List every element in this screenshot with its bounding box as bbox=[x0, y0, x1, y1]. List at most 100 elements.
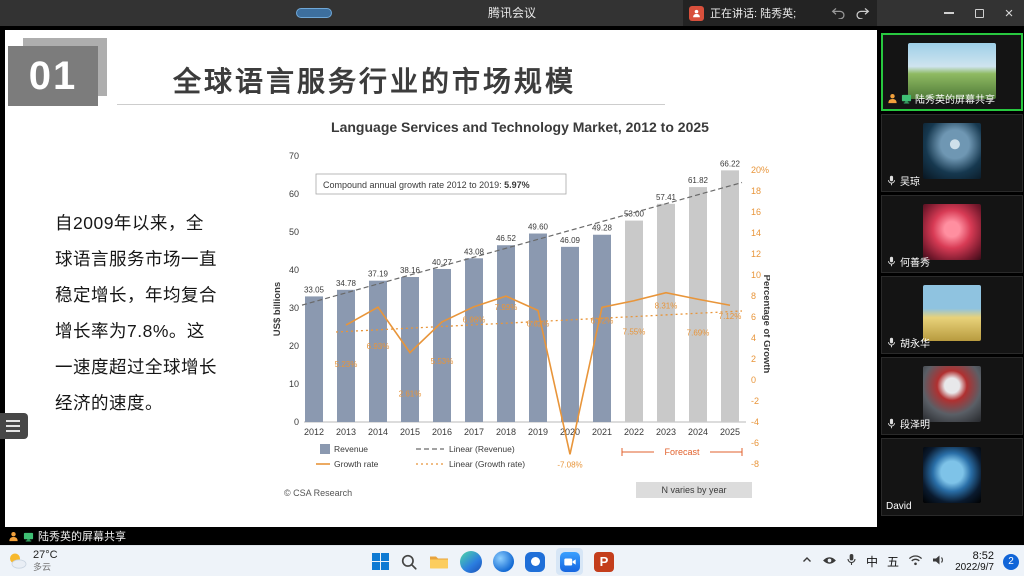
svg-text:61.82: 61.82 bbox=[688, 176, 709, 185]
minimize-button[interactable] bbox=[934, 0, 964, 26]
svg-text:Linear (Revenue): Linear (Revenue) bbox=[449, 444, 515, 454]
participant-label: 何善秀 bbox=[886, 254, 930, 269]
participant-video-thumbnail bbox=[908, 43, 996, 99]
svg-text:2020: 2020 bbox=[560, 427, 580, 437]
svg-text:49.28: 49.28 bbox=[592, 224, 613, 233]
svg-text:12: 12 bbox=[751, 249, 761, 259]
svg-text:2013: 2013 bbox=[336, 427, 356, 437]
svg-text:Language Services and Technolo: Language Services and Technology Market,… bbox=[331, 119, 709, 135]
edge-button[interactable] bbox=[460, 550, 482, 573]
participant-tile[interactable]: 吴琼 bbox=[881, 114, 1023, 192]
chevron-up-icon bbox=[803, 556, 812, 562]
svg-text:6: 6 bbox=[751, 312, 756, 322]
meeting-app-button[interactable] bbox=[556, 548, 583, 575]
svg-text:46.09: 46.09 bbox=[560, 236, 581, 245]
body-line: 一速度超过全球增长 bbox=[55, 357, 217, 377]
svg-text:43.08: 43.08 bbox=[464, 247, 485, 256]
svg-text:18: 18 bbox=[751, 186, 761, 196]
svg-text:2019: 2019 bbox=[528, 427, 548, 437]
participant-video-thumbnail bbox=[923, 447, 981, 503]
taskbar: 27°C 多云 bbox=[0, 545, 1024, 576]
folder-icon bbox=[430, 556, 448, 569]
eye-icon bbox=[823, 556, 836, 564]
speaking-banner: 正在讲话: 陆秀英; bbox=[683, 0, 877, 26]
tray-mic-button[interactable] bbox=[846, 553, 857, 571]
svg-text:20%: 20% bbox=[751, 165, 769, 175]
messenger-button[interactable] bbox=[525, 551, 545, 572]
svg-text:33.05: 33.05 bbox=[304, 285, 325, 294]
volume-icon bbox=[933, 555, 944, 564]
svg-text:20: 20 bbox=[289, 341, 299, 351]
ime-language-indicator[interactable]: 中 bbox=[866, 555, 879, 569]
close-button[interactable]: × bbox=[1004, 4, 1014, 22]
svg-text:2018: 2018 bbox=[496, 427, 516, 437]
participant-tile[interactable]: 陆秀英的屏幕共享 bbox=[881, 33, 1023, 111]
participant-tile[interactable]: 何善秀 bbox=[881, 195, 1023, 273]
forward-arrow-icon[interactable] bbox=[853, 4, 871, 22]
svg-text:2.61%: 2.61% bbox=[399, 390, 422, 399]
svg-text:-8: -8 bbox=[751, 459, 759, 469]
svg-text:60: 60 bbox=[289, 189, 299, 199]
docked-meeting-pill[interactable] bbox=[296, 8, 332, 18]
svg-text:50: 50 bbox=[289, 227, 299, 237]
participant-name: 胡永华 bbox=[900, 339, 930, 350]
ime-mode-indicator[interactable]: 五 bbox=[887, 555, 900, 569]
participant-video-thumbnail bbox=[923, 204, 981, 260]
wifi-button[interactable] bbox=[908, 553, 923, 571]
notification-badge[interactable]: 2 bbox=[1003, 553, 1019, 570]
participant-label: 段泽明 bbox=[886, 416, 930, 431]
taskbar-clock[interactable]: 8:52 2022/9/7 bbox=[955, 550, 994, 573]
edge-icon bbox=[460, 550, 482, 573]
browser-button[interactable] bbox=[493, 551, 514, 572]
back-arrow-icon[interactable] bbox=[829, 4, 847, 22]
weather-widget[interactable]: 27°C 多云 bbox=[6, 549, 58, 573]
participant-name: 何善秀 bbox=[900, 258, 930, 269]
participant-tile[interactable]: 胡永华 bbox=[881, 276, 1023, 354]
svg-text:-7.08%: -7.08% bbox=[557, 460, 582, 469]
participant-tile[interactable]: David bbox=[881, 438, 1023, 516]
start-button[interactable] bbox=[372, 553, 389, 570]
svg-text:7.99%: 7.99% bbox=[495, 303, 518, 312]
mic-icon bbox=[886, 256, 897, 267]
collapsed-toolbar[interactable] bbox=[0, 413, 28, 439]
svg-text:-4: -4 bbox=[751, 417, 759, 427]
participant-tile[interactable]: 段泽明 bbox=[881, 357, 1023, 435]
svg-text:© CSA Research: © CSA Research bbox=[284, 488, 352, 498]
participant-video-thumbnail bbox=[923, 123, 981, 179]
svg-text:57.41: 57.41 bbox=[656, 193, 677, 202]
svg-text:6.92%: 6.92% bbox=[591, 316, 614, 325]
mic-icon bbox=[886, 418, 897, 429]
participant-name: David bbox=[886, 501, 912, 512]
svg-text:14: 14 bbox=[751, 228, 761, 238]
market-chart: Language Services and Technology Market,… bbox=[272, 119, 770, 498]
file-explorer-button[interactable] bbox=[429, 553, 449, 570]
svg-text:4: 4 bbox=[751, 333, 756, 343]
svg-text:40: 40 bbox=[289, 265, 299, 275]
sun-cloud-icon bbox=[10, 553, 27, 569]
powerpoint-button[interactable]: P bbox=[594, 551, 614, 572]
svg-text:2014: 2014 bbox=[368, 427, 388, 437]
tray-eye-button[interactable] bbox=[822, 553, 837, 571]
svg-text:10: 10 bbox=[751, 270, 761, 280]
maximize-button[interactable] bbox=[964, 0, 994, 26]
participant-video-thumbnail bbox=[923, 366, 981, 422]
mic-icon bbox=[886, 175, 897, 186]
body-line: 经济的速度。 bbox=[55, 393, 163, 413]
participant-label: 陆秀英的屏幕共享 bbox=[887, 91, 995, 106]
body-line: 自2009年以来，全 bbox=[55, 213, 204, 233]
volume-button[interactable] bbox=[932, 553, 946, 571]
body-line: 增长率为7.8%。这 bbox=[55, 321, 205, 341]
svg-text:30: 30 bbox=[289, 303, 299, 313]
weather-temp: 27°C bbox=[33, 549, 58, 561]
svg-text:Compound annual growth rate 20: Compound annual growth rate 2012 to 2019… bbox=[323, 180, 530, 190]
mic-icon bbox=[847, 553, 856, 565]
svg-text:Revenue: Revenue bbox=[334, 444, 368, 454]
tray-expand-button[interactable] bbox=[801, 553, 813, 571]
speaking-text: 正在讲话: 陆秀英; bbox=[710, 8, 797, 20]
meeting-camera-icon bbox=[559, 551, 580, 572]
search-button[interactable] bbox=[400, 553, 418, 571]
svg-text:5.23%: 5.23% bbox=[335, 360, 358, 369]
clock-date: 2022/9/7 bbox=[955, 561, 994, 573]
system-tray: 中 五 8:52 2022/9/7 2 bbox=[801, 546, 1019, 576]
person-icon bbox=[8, 531, 19, 542]
